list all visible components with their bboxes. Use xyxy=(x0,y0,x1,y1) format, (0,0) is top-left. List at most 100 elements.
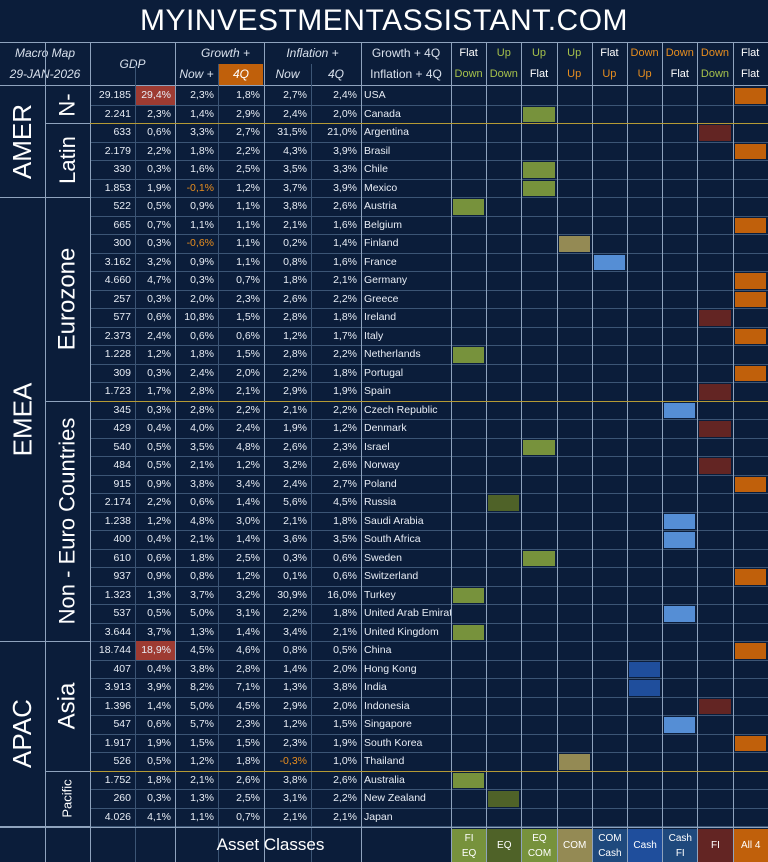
country-name[interactable]: United Arab Emirat xyxy=(364,607,451,619)
country-name[interactable]: South Africa xyxy=(364,533,421,545)
country-name[interactable]: Portugal xyxy=(364,366,404,379)
country-name[interactable]: Chile xyxy=(364,163,388,175)
cell-gnow: 0,6% xyxy=(190,496,214,508)
country-name[interactable]: Australia xyxy=(364,773,405,786)
subregion-text: Eurozone xyxy=(53,247,81,351)
country-name[interactable]: Italy xyxy=(364,329,384,342)
country-name[interactable]: Israel xyxy=(364,440,390,453)
country-name[interactable]: United Kingdom xyxy=(364,625,439,638)
country-name[interactable]: Finland xyxy=(364,237,399,249)
country-name[interactable]: India xyxy=(364,681,387,693)
country-name[interactable]: New Zealand xyxy=(364,792,426,804)
country-name[interactable]: Norway xyxy=(364,459,400,471)
country-name[interactable]: Thailand xyxy=(364,755,405,767)
asset-class-label: EQ xyxy=(461,847,477,859)
asset-class-cell[interactable]: Cash xyxy=(628,829,663,862)
cell-i4q: 16,0% xyxy=(327,588,357,601)
asset-class-cell[interactable]: FI xyxy=(698,829,733,862)
cell-i4q: 2,2% xyxy=(333,348,357,360)
asset-class-cell[interactable]: FI EQ xyxy=(452,829,487,862)
country-name[interactable]: Germany xyxy=(364,274,408,286)
cell-share: 0,6% xyxy=(147,551,171,564)
country-name[interactable]: Saudi Arabia xyxy=(364,514,424,527)
cell-g4q: 2,4% xyxy=(236,422,260,434)
cell-inow: 3,8% xyxy=(283,773,307,786)
asset-class-cell[interactable]: COM xyxy=(557,829,592,862)
cell-gnow: 1,4% xyxy=(190,107,214,120)
country-name[interactable]: Poland xyxy=(364,477,397,490)
cell-g4q: 4,8% xyxy=(236,440,260,453)
country-name[interactable]: Greece xyxy=(364,292,399,305)
cell-g4q: 2,8% xyxy=(236,662,260,675)
country-name[interactable]: Singapore xyxy=(364,718,412,730)
scenario-growth-label: Flat xyxy=(459,47,478,59)
column-divider xyxy=(486,43,488,862)
country-name[interactable]: Austria xyxy=(364,200,397,212)
country-name[interactable]: Russia xyxy=(364,496,397,508)
cell-gdp: 526 xyxy=(113,755,131,767)
cell-g4q: 1,1% xyxy=(236,255,260,268)
cell-share: 1,2% xyxy=(147,348,171,360)
cell-i4q: 4,5% xyxy=(333,496,357,508)
scenario-mark xyxy=(699,458,731,474)
country-name[interactable]: Belgium xyxy=(364,218,402,231)
country-name[interactable]: Argentina xyxy=(364,126,409,138)
country-name[interactable]: Japan xyxy=(364,810,393,823)
country-name[interactable]: Turkey xyxy=(364,588,396,601)
country-name[interactable]: Spain xyxy=(364,385,391,397)
cell-gdp: 1.723 xyxy=(104,385,131,397)
cell-inow: 2,9% xyxy=(283,385,307,397)
asset-class-cell[interactable]: All 4 xyxy=(733,829,768,862)
country-name[interactable]: Indonesia xyxy=(364,699,410,712)
country-name[interactable]: Switzerland xyxy=(364,570,419,582)
scenario-mark xyxy=(523,106,555,122)
cell-gdp: 540 xyxy=(113,440,131,453)
cell-gdp: 3.913 xyxy=(104,681,131,693)
country-name[interactable]: Ireland xyxy=(364,311,397,323)
cell-i4q: 2,1% xyxy=(333,810,357,823)
country-name[interactable]: Czech Republic xyxy=(364,403,438,416)
cell-inow: 1,9% xyxy=(283,422,307,434)
country-name[interactable]: Brasil xyxy=(364,144,391,157)
cell-share: 0,3% xyxy=(147,792,171,804)
cell-inow: 2,2% xyxy=(283,366,307,379)
column-divider xyxy=(361,43,362,862)
cell-gnow: 4,8% xyxy=(190,514,214,527)
country-name[interactable]: Denmark xyxy=(364,422,407,434)
cell-i4q: 2,6% xyxy=(333,459,357,471)
cell-gnow: 3,8% xyxy=(190,477,214,490)
scenario-growth-label: Down xyxy=(700,47,730,59)
column-divider xyxy=(697,43,699,862)
growth-4q-header: 4Q xyxy=(219,64,263,85)
cell-g4q: 2,3% xyxy=(236,292,260,305)
country-name[interactable]: Sweden xyxy=(364,551,402,564)
cell-share: 0,5% xyxy=(147,459,171,471)
country-name[interactable]: USA xyxy=(364,89,386,101)
subregion-divider xyxy=(45,400,90,402)
cell-gnow: 1,2% xyxy=(190,755,214,767)
subregion-label: Non - Euro Countries xyxy=(45,401,90,642)
scenario-mark xyxy=(558,754,590,770)
cell-inow: 1,8% xyxy=(283,274,307,286)
cell-gdp: 407 xyxy=(113,662,131,675)
country-name[interactable]: China xyxy=(364,644,392,656)
cell-i4q: 1,8% xyxy=(333,366,357,379)
country-name[interactable]: Mexico xyxy=(364,181,398,194)
cell-i4q: 21,0% xyxy=(327,126,357,138)
cell-gdp: 345 xyxy=(113,403,131,416)
asset-class-cell[interactable]: EQ COM xyxy=(522,829,557,862)
country-name[interactable]: France xyxy=(364,255,397,268)
subregion-divider xyxy=(45,770,90,772)
country-name[interactable]: South Korea xyxy=(364,736,423,749)
asset-class-cell[interactable]: COM Cash xyxy=(592,829,627,862)
cell-share: 0,4% xyxy=(147,422,171,434)
country-name[interactable]: Canada xyxy=(364,107,401,120)
cell-inow: 1,3% xyxy=(283,681,307,693)
country-name[interactable]: Netherlands xyxy=(364,348,421,360)
country-name[interactable]: Hong Kong xyxy=(364,662,417,675)
asset-class-cell[interactable]: EQ xyxy=(487,829,522,862)
cell-share: 1,8% xyxy=(147,773,171,786)
row-divider xyxy=(90,178,768,180)
cell-inow: 2,8% xyxy=(283,311,307,323)
asset-class-cell[interactable]: Cash FI xyxy=(663,829,698,862)
